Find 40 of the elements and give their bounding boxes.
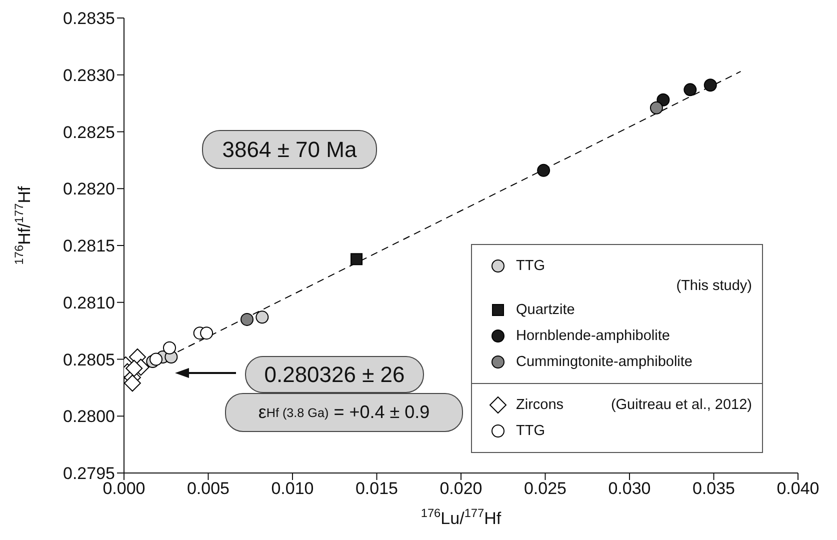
x-tick-label: 0.040 [776,479,820,498]
x-tick-label: 0.030 [608,479,651,498]
annotation: (Guitreau et al., 2012) [610,397,752,413]
x-axis-title: $^{176}$Lu/$^{177}$Hf [420,506,502,528]
y-tick-label: 0.2835 [63,9,115,28]
annotation: (This study) [675,278,752,296]
legend-label: Quartzite [516,302,575,318]
point [240,312,254,326]
y-tick-label: 0.2825 [63,122,115,142]
annotation: 3864 ± 70 Ma [222,136,357,162]
point [650,101,663,114]
y-tick-label: 0.2800 [63,407,115,426]
legend-label: Zircons [516,397,564,413]
rounded-box: 0.280326 ± 26 [245,356,424,393]
x-tick-label: 0.005 [186,479,230,498]
rounded-box: 3864 ± 70 Ma [202,130,377,169]
annotation: 0.280326 ± 26 [264,362,405,388]
point [150,352,163,366]
point [704,78,717,92]
y-tick-label: 0.2820 [63,180,115,199]
point [537,164,550,177]
point [256,310,269,324]
x-tick-label: 0.035 [692,479,736,498]
legend-label: Cummingtonite-amphibolite [516,354,692,370]
x-tick-label: 0.020 [440,479,482,498]
point [124,374,141,392]
x-tick-label: 0.025 [524,479,567,498]
x-tick-label: 0.015 [355,479,398,498]
point [656,93,670,106]
point [684,83,697,96]
legend-label: TTG [516,423,545,439]
point [126,360,143,377]
y-tick-label: 0.2810 [63,293,115,312]
x-tick-label: 0.010 [271,479,314,498]
y-tick-label: 0.2830 [63,66,115,85]
point [350,253,363,266]
legend-label: TTG [516,258,545,274]
y-tick-label: 0.2805 [63,350,115,370]
legend-label: Hornblende-amphibolite [516,328,670,344]
y-tick-label: 0.2815 [63,236,115,256]
